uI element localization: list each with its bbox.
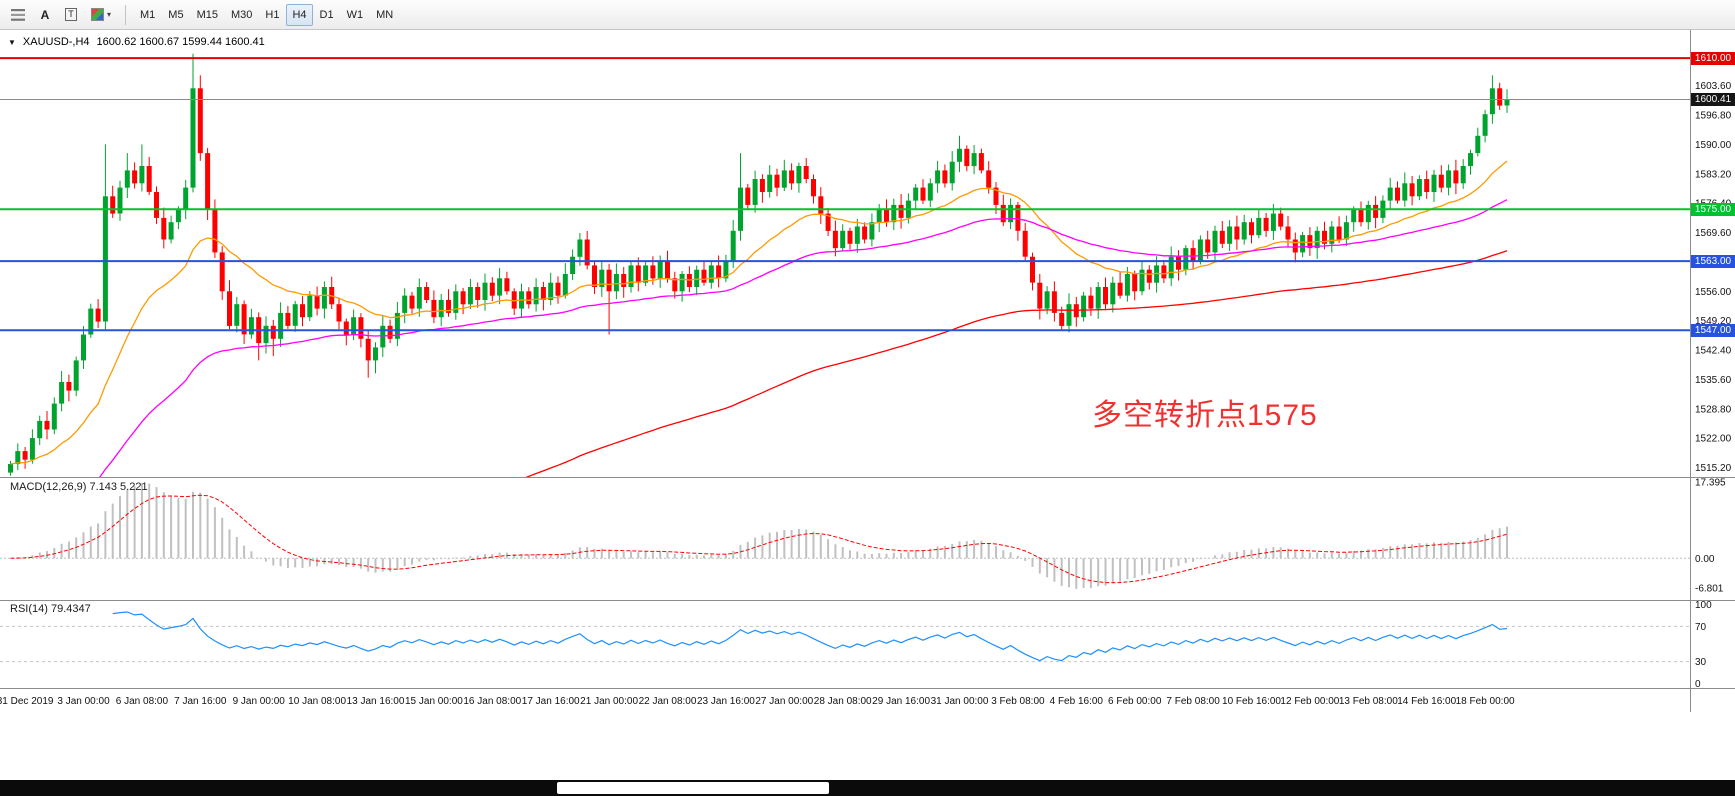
text-tool-label: T	[65, 8, 77, 21]
ma-lines-layer	[10, 160, 1508, 477]
chart-annotation[interactable]: 多空转折点1575	[1092, 399, 1318, 432]
macd-axis-label: 0.00	[1695, 554, 1715, 565]
timeframe-group: M1 M5 M15 M30 H1 H4 D1 W1 MN	[134, 3, 399, 26]
time-axis-label: 6 Feb 00:00	[1108, 696, 1162, 707]
time-axis-label: 31 Jan 00:00	[931, 696, 989, 707]
time-axis-label: 9 Jan 00:00	[233, 696, 286, 707]
macd-axis-label: -6.801	[1695, 584, 1724, 595]
time-axis-label: 12 Feb 00:00	[1280, 696, 1339, 707]
macd-indicator-label: MACD(12,26,9) 7.143 5.221	[10, 481, 148, 493]
rsi-indicator-label: RSI(14) 79.4347	[10, 603, 91, 615]
chart-window: 1603.601596.801590.001583.201576.401569.…	[0, 30, 1735, 712]
price-axis-label: 1542.40	[1695, 346, 1732, 357]
price-tag-1563.00: 1563.00	[1691, 254, 1735, 268]
time-axis-label: 14 Feb 16:00	[1397, 696, 1456, 707]
time-axis-label: 7 Feb 08:00	[1166, 696, 1220, 707]
time-axis-label: 3 Jan 00:00	[57, 696, 110, 707]
time-axis-label: 6 Jan 08:00	[116, 696, 169, 707]
price-tag-1575.00: 1575.00	[1691, 202, 1735, 216]
timeframe-button-m5[interactable]: M5	[162, 4, 189, 26]
macd-axis-label: 17.395	[1695, 477, 1726, 488]
time-axis-label: 17 Jan 16:00	[522, 696, 580, 707]
timeframe-button-m30[interactable]: M30	[225, 4, 258, 26]
price-axis-label: 1522.00	[1695, 434, 1732, 445]
timeframe-button-w1[interactable]: W1	[341, 4, 370, 26]
time-axis-label: 18 Feb 00:00	[1456, 696, 1515, 707]
color-tool-button[interactable]: ▾	[85, 4, 117, 26]
chart-menu-icon[interactable]: ▼	[8, 37, 16, 47]
price-axis[interactable]: 1603.601596.801590.001583.201576.401569.…	[1695, 81, 1732, 690]
price-axis-label: 1528.80	[1695, 404, 1732, 415]
price-axis-label: 1535.60	[1695, 375, 1732, 386]
font-tool-button[interactable]: A	[33, 4, 57, 26]
macd-pane	[10, 483, 1508, 589]
time-axis-label: 31 Dec 2019	[0, 696, 54, 707]
time-axis-label: 4 Feb 16:00	[1050, 696, 1104, 707]
time-axis-label: 29 Jan 16:00	[872, 696, 930, 707]
price-axis-label: 1549.20	[1695, 316, 1732, 327]
rsi-axis-label: 100	[1695, 600, 1712, 611]
time-axis-label: 28 Jan 08:00	[814, 696, 872, 707]
time-axis-label: 13 Jan 16:00	[347, 696, 405, 707]
price-axis-label: 1596.80	[1695, 111, 1732, 122]
chart-list-icon-button[interactable]	[5, 4, 31, 26]
timeframe-button-h4[interactable]: H4	[286, 3, 313, 26]
time-axis-label: 27 Jan 00:00	[755, 696, 813, 707]
timeframe-button-mn[interactable]: MN	[370, 4, 399, 26]
price-axis-label: 1603.60	[1695, 81, 1732, 92]
time-axis[interactable]: 31 Dec 2019 3 Jan 00:00 6 Jan 08:00 7 Jan 1…	[0, 696, 1515, 707]
time-axis-label: 16 Jan 08:00	[463, 696, 521, 707]
taskbar-item[interactable]	[557, 782, 829, 794]
chart-title: ▼ XAUUSD-,H4 1600.62 1600.67 1599.44 160…	[8, 36, 265, 48]
time-axis-label: 3 Feb 08:00	[991, 696, 1045, 707]
price-axis-label: 1515.20	[1695, 463, 1732, 474]
timeframe-button-d1[interactable]: D1	[314, 4, 340, 26]
top-toolbar: A T ▾ M1 M5 M15 M30 H1 H4 D1 W1 MN	[0, 0, 1735, 30]
price-tag-1610.00: 1610.00	[1691, 51, 1735, 65]
candles-layer	[8, 53, 1510, 476]
rsi-axis-label: 30	[1695, 657, 1707, 668]
ohlc-values: 1600.62 1600.67 1599.44 1600.41	[96, 36, 265, 48]
time-axis-label: 10 Feb 16:00	[1222, 696, 1281, 707]
font-tool-label: A	[40, 7, 50, 22]
timeframe-button-m15[interactable]: M15	[191, 4, 224, 26]
time-axis-label: 23 Jan 16:00	[697, 696, 755, 707]
price-tag-1600.41: 1600.41	[1691, 93, 1735, 106]
rsi-axis-label: 70	[1695, 622, 1707, 633]
rsi-pane	[112, 611, 1508, 662]
toolbar-separator	[125, 4, 127, 25]
time-axis-label: 21 Jan 00:00	[580, 696, 638, 707]
chart-canvas[interactable]: 1603.601596.801590.001583.201576.401569.…	[0, 30, 1735, 712]
time-axis-label: 10 Jan 08:00	[288, 696, 346, 707]
time-axis-label: 15 Jan 00:00	[405, 696, 463, 707]
rsi-axis-label: 0	[1695, 679, 1701, 690]
timeframe-button-h1[interactable]: H1	[259, 4, 285, 26]
symbol-period-label: XAUUSD-,H4	[22, 36, 90, 48]
dropdown-caret-icon: ▾	[107, 10, 112, 19]
price-axis-label: 1569.60	[1695, 228, 1732, 239]
bottom-taskbar[interactable]	[0, 780, 1735, 796]
price-tag-1547.00: 1547.00	[1691, 323, 1735, 337]
time-axis-label: 22 Jan 08:00	[639, 696, 697, 707]
price-axis-label: 1556.00	[1695, 287, 1732, 298]
timeframe-button-m1[interactable]: M1	[134, 4, 161, 26]
horizontal-lines-layer[interactable]	[0, 57, 1690, 332]
chart-list-icon	[11, 8, 25, 21]
time-axis-label: 7 Jan 16:00	[174, 696, 227, 707]
text-tool-button[interactable]: T	[59, 4, 83, 26]
color-swatch-icon	[91, 8, 104, 21]
price-axis-label: 1590.00	[1695, 140, 1732, 151]
time-axis-label: 13 Feb 08:00	[1339, 696, 1398, 707]
price-axis-label: 1583.20	[1695, 169, 1732, 180]
